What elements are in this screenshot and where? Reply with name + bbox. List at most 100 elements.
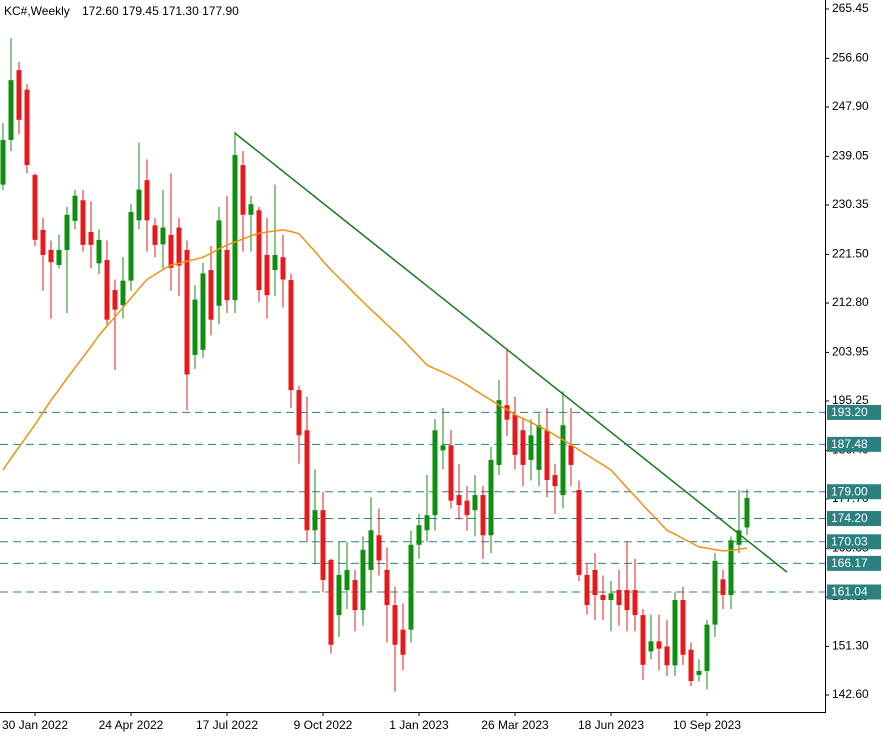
candle-body — [280, 257, 286, 280]
candle-body — [200, 273, 206, 350]
y-tick-label: 212.80 — [832, 295, 869, 309]
candle-body — [136, 189, 142, 221]
candle-body — [240, 165, 246, 215]
candle-body — [648, 641, 654, 652]
level-label-box — [827, 555, 881, 571]
candle-body — [544, 430, 550, 480]
candle-body — [112, 290, 118, 310]
candle-body — [96, 239, 102, 264]
level-label-box — [827, 404, 881, 420]
ohlc-header: 172.60 179.45 171.30 177.90 — [82, 4, 239, 18]
candle-body — [440, 445, 446, 451]
y-tick-label: 221.50 — [832, 247, 869, 261]
y-tick-label: 247.90 — [832, 99, 869, 113]
candle-body — [80, 200, 86, 245]
candle-body — [504, 405, 510, 420]
candle-body — [720, 579, 726, 596]
x-tick-label: 26 Mar 2023 — [481, 718, 549, 732]
candle-body — [0, 139, 6, 185]
candle-body — [592, 569, 598, 596]
candle-body — [208, 270, 214, 320]
candle-body — [264, 254, 270, 296]
candle-body — [696, 670, 702, 675]
candle-body — [664, 646, 670, 666]
candle-body — [144, 180, 150, 221]
candle-body — [344, 569, 350, 590]
candle-body — [160, 227, 166, 245]
level-label-box — [827, 511, 881, 527]
trendline — [234, 132, 788, 573]
candle-body — [120, 280, 126, 306]
y-tick-label: 195.25 — [832, 393, 869, 407]
candle-body — [656, 641, 662, 649]
candle-body — [216, 220, 222, 306]
candle-body — [528, 435, 534, 460]
candle-body — [304, 430, 310, 531]
y-tick-label: 142.60 — [832, 687, 869, 701]
candle-body — [608, 593, 614, 601]
candle-body — [568, 445, 574, 465]
level-label-box — [827, 436, 881, 452]
candle-body — [328, 559, 334, 645]
candle-body — [448, 445, 454, 501]
x-tick-label: 9 Oct 2022 — [294, 718, 353, 732]
candle-body — [672, 600, 678, 666]
candle-body — [712, 560, 718, 625]
candle-body — [424, 515, 430, 531]
candle-body — [152, 225, 158, 245]
candle-body — [520, 430, 526, 465]
level-label: 179.00 — [831, 484, 868, 498]
x-tick-label: 24 Apr 2022 — [99, 718, 164, 732]
candle-body — [352, 579, 358, 611]
candle-body — [472, 495, 478, 511]
candle-body — [416, 525, 422, 545]
x-tick-label: 1 Jan 2023 — [389, 718, 449, 732]
chart-title: KC#,Weekly — [4, 4, 70, 18]
level-label-box — [827, 534, 881, 550]
candle-body — [464, 500, 470, 516]
y-tick-label: 265.45 — [832, 1, 869, 15]
candle-body — [56, 249, 62, 266]
candle-body — [16, 70, 22, 120]
x-tick-label: 30 Jan 2022 — [2, 718, 68, 732]
candle-body — [8, 80, 14, 140]
candle-body — [40, 229, 46, 255]
level-label-box — [827, 484, 881, 500]
candle-body — [288, 280, 294, 391]
candle-body — [72, 195, 78, 221]
candle-body — [584, 574, 590, 606]
candle-body — [560, 425, 566, 496]
level-label-box — [827, 584, 881, 600]
candle-body — [640, 615, 646, 665]
candle-body — [728, 540, 734, 596]
y-tick-label: 203.95 — [832, 345, 869, 359]
candle-body — [704, 624, 710, 671]
candle-body — [680, 600, 686, 655]
candle-body — [104, 259, 110, 320]
candle-body — [432, 430, 438, 516]
candle-body — [392, 605, 398, 645]
level-label: 161.04 — [831, 585, 868, 599]
candle-body — [688, 649, 694, 682]
candle-body — [128, 211, 134, 281]
candle-body — [576, 490, 582, 575]
candle-body — [480, 495, 486, 536]
y-tick-label: 239.05 — [832, 149, 869, 163]
candle-body — [168, 234, 174, 268]
candle-body — [488, 459, 494, 536]
level-label: 170.03 — [831, 534, 868, 548]
level-label: 187.48 — [831, 437, 868, 451]
candle-body — [616, 589, 622, 606]
candle-body — [320, 510, 326, 580]
candle-body — [336, 574, 342, 616]
candle-body — [64, 214, 70, 250]
x-tick-label: 18 Jun 2023 — [578, 718, 644, 732]
x-tick-label: 10 Sep 2023 — [673, 718, 741, 732]
y-tick-label: 151.30 — [832, 639, 869, 653]
candle-body — [192, 299, 198, 355]
y-tick-label: 256.60 — [832, 51, 869, 65]
candle-body — [384, 569, 390, 606]
candle-body — [272, 254, 278, 271]
